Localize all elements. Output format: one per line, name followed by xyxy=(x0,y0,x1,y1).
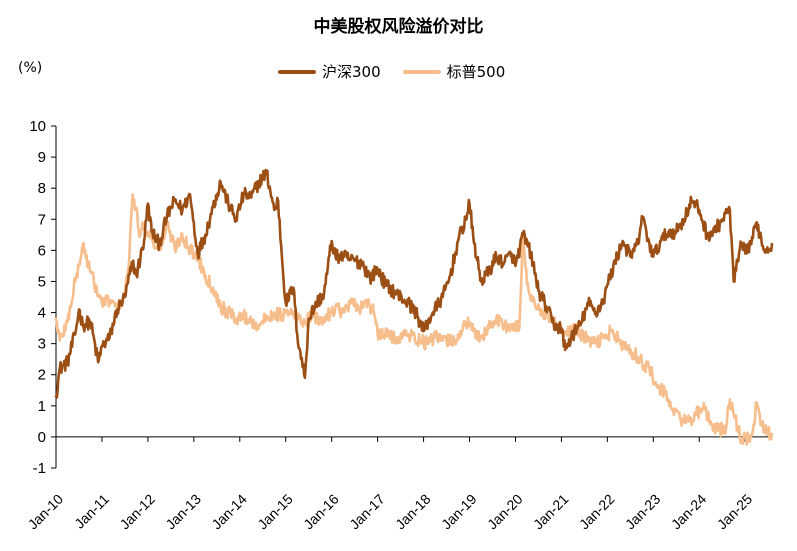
x-tick-label: Jan-18 xyxy=(392,491,434,533)
legend-swatch-csi300 xyxy=(278,69,316,74)
y-tick-label: 1 xyxy=(38,398,46,415)
x-tick-label: Jan-19 xyxy=(438,491,480,533)
x-tick-label: Jan-20 xyxy=(484,491,526,533)
y-tick-label: 4 xyxy=(38,305,46,322)
y-tick-label: 7 xyxy=(38,211,46,228)
x-tick-label: Jan-13 xyxy=(162,491,204,533)
y-tick-label: 9 xyxy=(38,149,46,166)
legend-item-sp500: 标普500 xyxy=(402,61,506,82)
series-line-sp500 xyxy=(54,193,774,446)
legend-label-sp500: 标普500 xyxy=(446,63,506,81)
x-tick-label: Jan-21 xyxy=(530,491,572,533)
x-tick-label: Jan-24 xyxy=(668,491,710,533)
y-tick-label: 0 xyxy=(38,429,46,446)
x-tick-label: Jan-10 xyxy=(25,491,67,533)
y-unit-label: (%) xyxy=(18,60,43,76)
chart-title: 中美股权风险溢价对比 xyxy=(313,17,484,37)
y-tick-label: -1 xyxy=(33,460,46,477)
x-tick-label: Jan-22 xyxy=(576,491,618,533)
x-tick-label: Jan-15 xyxy=(254,491,296,533)
x-tick-label: Jan-23 xyxy=(622,491,664,533)
series-line-csi300 xyxy=(54,168,774,399)
legend-label-csi300: 沪深300 xyxy=(322,63,381,81)
y-tick-label: 8 xyxy=(38,180,46,197)
x-tick-label: Jan-14 xyxy=(208,491,250,533)
x-tick-label: Jan-12 xyxy=(116,491,158,533)
legend-swatch-sp500 xyxy=(402,69,441,74)
x-tick-label: Jan-11 xyxy=(71,491,112,532)
x-tick-label: Jan-17 xyxy=(346,491,388,533)
legend-item-csi300: 沪深300 xyxy=(278,61,381,82)
y-tick-label: 2 xyxy=(38,367,46,384)
y-tick-label: 3 xyxy=(38,336,46,353)
y-tick-label: 10 xyxy=(29,118,46,135)
legend: 沪深300 标普500 xyxy=(278,61,527,82)
y-tick-label: 6 xyxy=(38,242,46,259)
x-tick-label: Jan-25 xyxy=(714,491,756,533)
y-tick-label: 5 xyxy=(38,273,46,290)
x-tick-label: Jan-16 xyxy=(300,491,342,533)
